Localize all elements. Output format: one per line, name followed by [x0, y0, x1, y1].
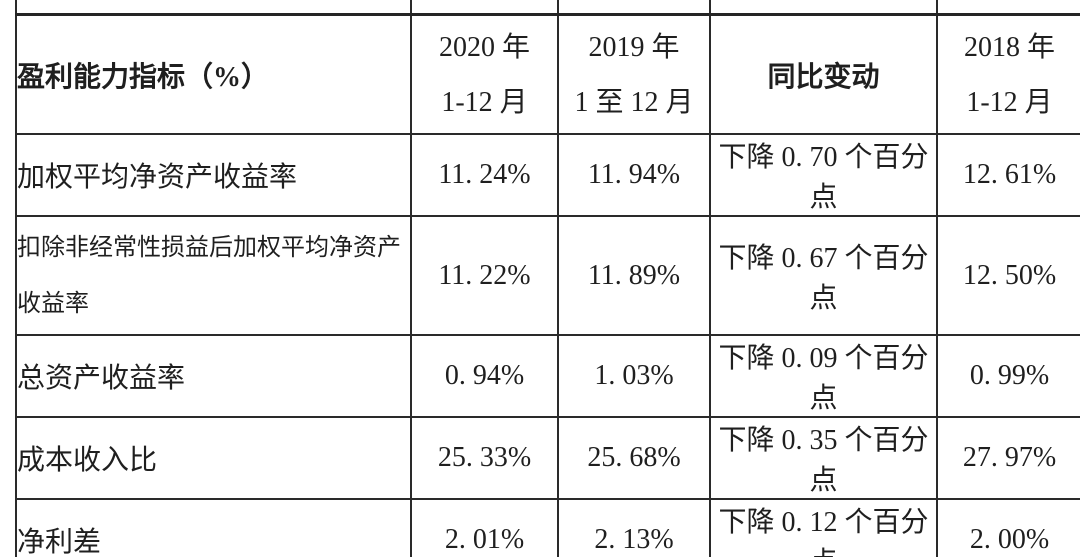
- header-2019-months: 1 至 12 月: [574, 86, 694, 118]
- yoy-change-cell: 下降 0. 70 个百分点: [709, 133, 937, 217]
- column-line-stub: [709, 0, 711, 15]
- value-2019-cell: 2. 13%: [557, 498, 710, 557]
- value-2018-cell: 27. 97%: [936, 416, 1080, 500]
- value-2020-cell: 0. 94%: [410, 334, 558, 418]
- header-yoy-change: 同比变动: [709, 13, 937, 135]
- column-line-stub: [936, 0, 938, 15]
- header-2018-year: 2018 年: [963, 31, 1055, 63]
- table-row-weighted-roe: 加权平均净资产收益率 11. 24% 11. 94% 下降 0. 70 个百分点…: [15, 133, 1080, 217]
- value-2019-cell: 11. 89%: [557, 215, 710, 336]
- table-row-net-profit-spread: 净利差 2. 01% 2. 13% 下降 0. 12 个百分点 2. 00%: [15, 498, 1080, 557]
- column-line-stub: [410, 0, 412, 15]
- column-line-stub: [15, 0, 17, 15]
- header-2020: 2020 年 1-12 月: [410, 13, 558, 135]
- value-2020-cell: 2. 01%: [410, 498, 558, 557]
- header-2020-year: 2020 年: [438, 31, 530, 63]
- value-2020-cell: 11. 22%: [410, 215, 558, 336]
- indicator-cell: 扣除非经常性损益后加权平均净资产收益率: [15, 215, 411, 336]
- header-indicator: 盈利能力指标（%）: [15, 13, 411, 135]
- table-header-row: 盈利能力指标（%） 2020 年 1-12 月 2019 年 1 至 12 月 …: [15, 13, 1080, 135]
- header-2018-months: 1-12 月: [966, 86, 1053, 118]
- table-row-roa: 总资产收益率 0. 94% 1. 03% 下降 0. 09 个百分点 0. 99…: [15, 334, 1080, 418]
- yoy-change-cell: 下降 0. 35 个百分点: [709, 416, 937, 500]
- header-2018: 2018 年 1-12 月: [936, 13, 1080, 135]
- value-2018-cell: 12. 50%: [936, 215, 1080, 336]
- column-line-stub: [557, 0, 559, 15]
- indicator-cell: 净利差: [15, 498, 411, 557]
- indicator-cell: 加权平均净资产收益率: [15, 133, 411, 217]
- value-2020-cell: 11. 24%: [410, 133, 558, 217]
- profitability-indicators-table: 盈利能力指标（%） 2020 年 1-12 月 2019 年 1 至 12 月 …: [15, 13, 1080, 557]
- value-2020-cell: 25. 33%: [410, 416, 558, 500]
- yoy-change-cell: 下降 0. 12 个百分点: [709, 498, 937, 557]
- yoy-change-cell: 下降 0. 09 个百分点: [709, 334, 937, 418]
- yoy-change-cell: 下降 0. 67 个百分点: [709, 215, 937, 336]
- value-2018-cell: 0. 99%: [936, 334, 1080, 418]
- table-row-cost-income-ratio: 成本收入比 25. 33% 25. 68% 下降 0. 35 个百分点 27. …: [15, 416, 1080, 500]
- header-2019-year: 2019 年: [588, 31, 680, 63]
- value-2018-cell: 2. 00%: [936, 498, 1080, 557]
- header-2019: 2019 年 1 至 12 月: [557, 13, 710, 135]
- value-2018-cell: 12. 61%: [936, 133, 1080, 217]
- value-2019-cell: 11. 94%: [557, 133, 710, 217]
- table-row-deducted-roe: 扣除非经常性损益后加权平均净资产收益率 11. 22% 11. 89% 下降 0…: [15, 215, 1080, 336]
- value-2019-cell: 1. 03%: [557, 334, 710, 418]
- indicator-cell: 总资产收益率: [15, 334, 411, 418]
- value-2019-cell: 25. 68%: [557, 416, 710, 500]
- indicator-cell: 成本收入比: [15, 416, 411, 500]
- header-2020-months: 1-12 月: [441, 86, 528, 118]
